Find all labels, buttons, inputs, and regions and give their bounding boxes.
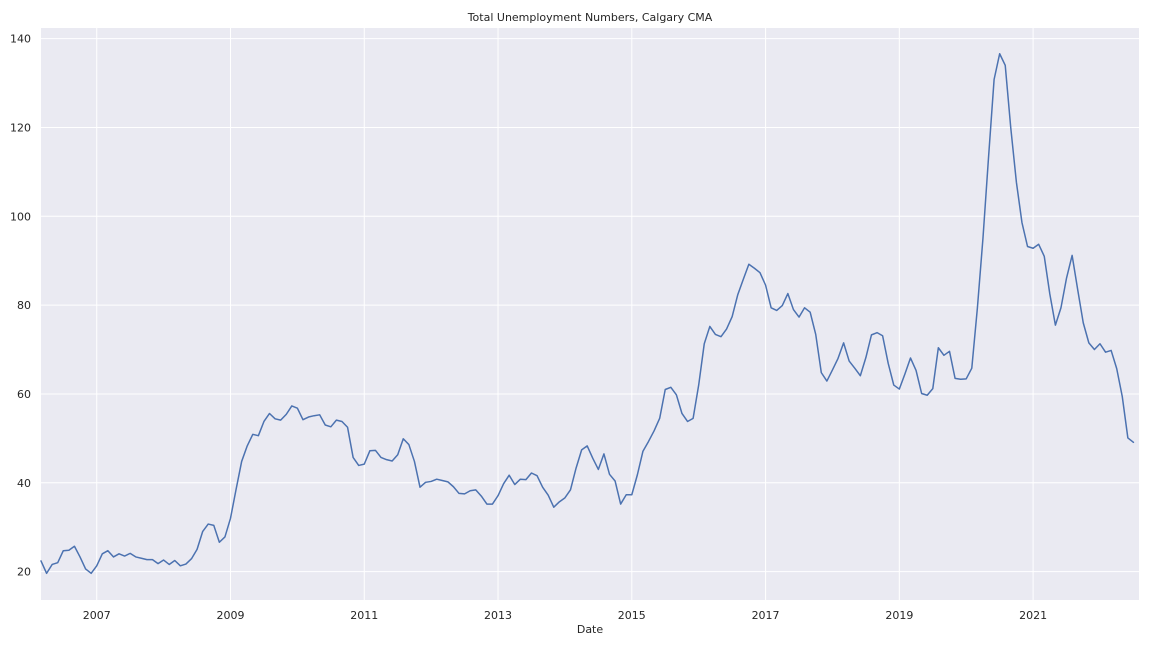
y-tick-label: 20 — [17, 566, 31, 579]
series-line — [40, 53, 1135, 575]
y-axis-ticks: 20 40 60 80 100 120 140 — [10, 33, 31, 579]
x-tick-label: 2019 — [885, 609, 913, 622]
y-tick-label: 120 — [10, 121, 31, 134]
y-tick-label: 100 — [10, 210, 31, 223]
chart-title: Total Unemployment Numbers, Calgary CMA — [467, 11, 713, 24]
y-tick-label: 140 — [10, 33, 31, 46]
plot-area — [41, 28, 1139, 600]
x-tick-label: 2011 — [350, 609, 378, 622]
grid-lines — [41, 28, 1139, 600]
x-tick-label: 2021 — [1019, 609, 1047, 622]
x-tick-label: 2013 — [484, 609, 512, 622]
y-tick-label: 80 — [17, 299, 31, 312]
x-axis-label: Date — [577, 623, 604, 636]
x-tick-label: 2007 — [83, 609, 111, 622]
series-layer — [40, 53, 1135, 575]
x-tick-label: 2009 — [217, 609, 245, 622]
y-tick-label: 40 — [17, 477, 31, 490]
x-axis-ticks: 2007 2009 2011 2013 2015 2017 2019 2021 — [83, 609, 1047, 622]
x-tick-label: 2017 — [752, 609, 780, 622]
x-tick-label: 2015 — [618, 609, 646, 622]
y-tick-label: 60 — [17, 388, 31, 401]
